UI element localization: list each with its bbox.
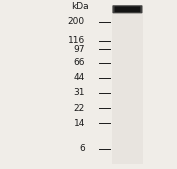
Text: 116: 116 — [68, 36, 85, 45]
Text: 97: 97 — [73, 44, 85, 54]
Text: 31: 31 — [73, 88, 85, 98]
Text: 14: 14 — [74, 119, 85, 128]
Text: 66: 66 — [73, 58, 85, 67]
FancyBboxPatch shape — [112, 5, 142, 13]
FancyBboxPatch shape — [115, 6, 140, 12]
Text: 200: 200 — [68, 17, 85, 27]
Text: 44: 44 — [74, 73, 85, 82]
Text: 6: 6 — [79, 144, 85, 153]
Text: 22: 22 — [74, 104, 85, 113]
Bar — [112, 5, 143, 164]
Text: kDa: kDa — [71, 2, 88, 11]
